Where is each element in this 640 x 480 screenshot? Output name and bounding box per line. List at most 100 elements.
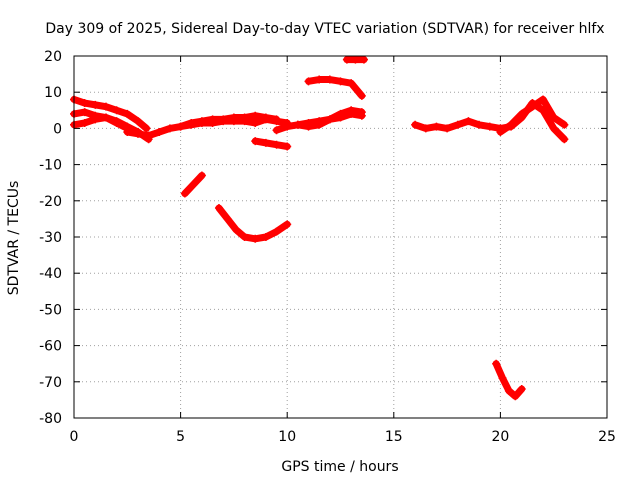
data-point [176,122,185,131]
series-trail [177,112,281,131]
data-point [240,113,249,122]
y-tick-label: 10 [44,85,62,101]
y-axis-label: SDTVAR / TECUs [6,181,22,296]
data-point [443,124,452,133]
y-tick-label: -10 [39,158,62,174]
data-point [91,115,100,124]
x-tick-label: 15 [385,429,403,445]
data-point [351,55,360,64]
data-point [283,220,292,229]
x-tick-label: 25 [598,429,616,445]
data-point [197,171,206,180]
data-point [560,135,569,144]
data-point [315,120,324,129]
data-point [432,122,441,131]
data-point [91,100,100,109]
data-point [359,55,368,64]
data-point [142,124,151,133]
data-point [528,102,537,111]
data-point [80,118,89,127]
data-point [464,117,473,126]
data-point [549,124,558,133]
y-tick-label: -30 [39,230,62,246]
y-tick-label: -80 [39,411,62,427]
x-tick-label: 5 [176,429,185,445]
data-point [293,120,302,129]
x-tick-label: 20 [491,429,509,445]
data-point [123,109,132,118]
data-point [80,108,89,117]
data-point [357,108,366,117]
data-point [411,120,420,129]
data-point [336,109,345,118]
data-point [336,77,345,86]
series-arc-10 [342,55,368,64]
axis-ticks [73,55,608,419]
data-point [144,131,153,140]
series-arc-11 [180,171,206,198]
data-point [187,118,196,127]
data-point [261,113,270,122]
data-point [261,233,270,241]
data-point [251,118,260,127]
data-point [101,113,110,122]
data-point [208,115,217,124]
data-point [304,122,313,131]
data-point [251,234,260,243]
data-point [155,128,164,137]
data-point [485,122,494,131]
data-point [347,106,356,115]
data-point [549,113,558,122]
data-point [101,102,110,111]
data-point [504,386,513,395]
data-point [539,95,548,104]
data-point [112,106,121,115]
data-series [70,55,569,401]
data-point [229,113,238,122]
series-arc-14 [496,95,569,137]
data-point [560,120,569,129]
data-point [498,374,507,383]
data-point [180,189,189,198]
data-point [272,126,281,135]
data-point [325,115,334,124]
data-point [283,142,292,151]
data-point [272,140,281,149]
data-point [325,75,334,84]
data-point [197,117,206,126]
data-point [357,91,366,100]
data-point [123,128,132,137]
chart-title: Day 309 of 2025, Sidereal Day-to-day VTE… [45,21,604,37]
data-point [496,128,505,137]
data-point [240,233,249,241]
series-arc-9 [304,75,366,100]
tick-labels: 0 5 10 15 20 25 -80 -70 -60 -50 -40 -30 -20 -10 0 10 20 [39,49,616,445]
y-tick-label: 0 [53,121,62,137]
data-point [219,115,228,124]
data-point [80,99,89,108]
y-tick-label: -70 [39,375,62,391]
y-tick-label: 20 [44,49,62,65]
data-point [214,204,223,213]
grid [74,56,607,418]
data-point [421,124,430,133]
data-point [492,359,501,368]
data-point [251,111,260,120]
series-arc-15 [492,359,526,401]
y-tick-label: -40 [39,266,62,282]
data-point [283,122,292,131]
data-point [261,138,270,147]
data-point [133,129,142,138]
x-tick-label: 0 [70,429,79,445]
data-point [507,120,516,129]
y-tick-label: -20 [39,194,62,210]
data-point [517,385,526,394]
data-point [133,117,142,126]
series-arc-5 [176,111,281,131]
data-point [453,120,462,129]
data-point [315,75,324,84]
data-point [347,79,356,88]
data-point [251,137,260,146]
